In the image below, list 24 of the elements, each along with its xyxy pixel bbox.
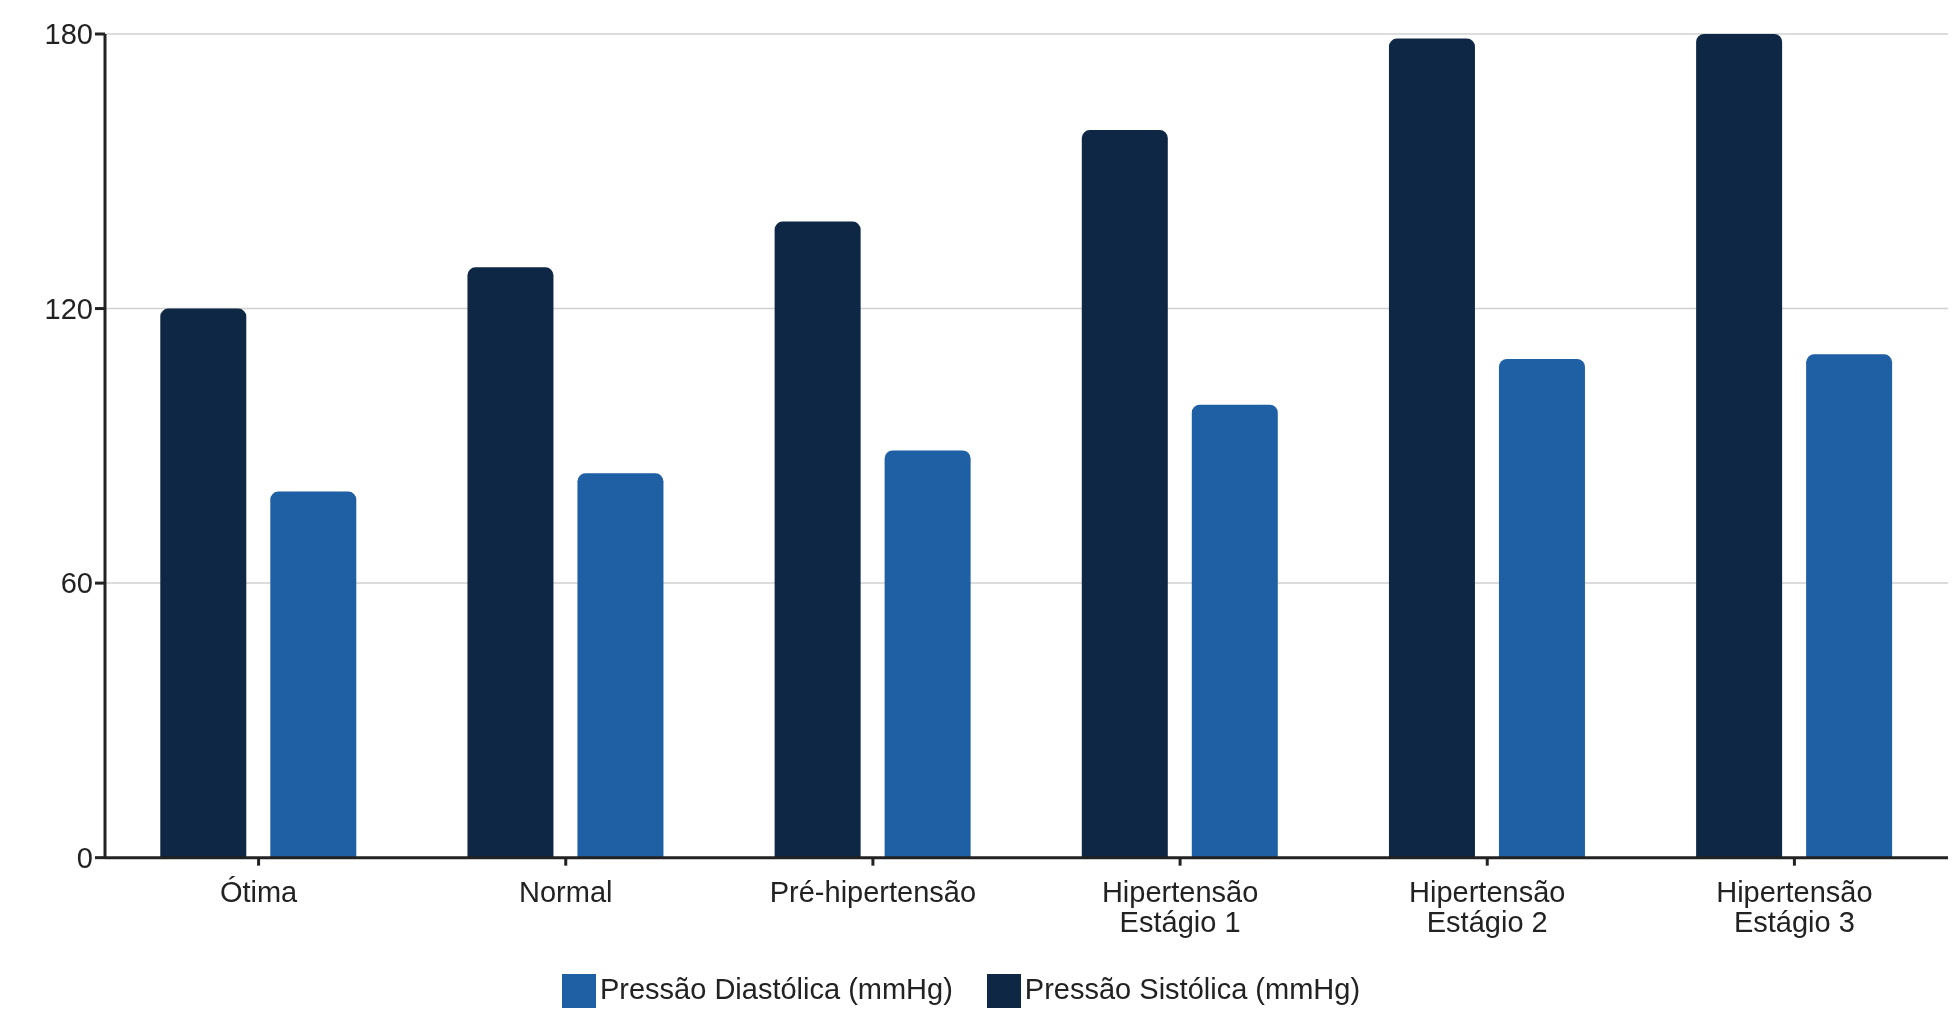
y-tick-label: 120 <box>44 292 93 325</box>
y-tick-label: 180 <box>44 18 93 51</box>
legend-label: Pressão Sistólica (mmHg) <box>1024 972 1361 1005</box>
bar <box>1696 34 1783 858</box>
bar <box>577 473 664 858</box>
x-tick-label: Pré-hipertensão <box>769 875 977 908</box>
legend-label: Pressão Diastólica (mmHg) <box>599 972 953 1005</box>
bar <box>1191 404 1278 858</box>
x-tick-label: Ótima <box>219 875 299 908</box>
bar <box>1498 358 1585 858</box>
bar <box>270 491 357 858</box>
x-tick-label: Hipertensão Estágio 3 <box>1716 875 1873 938</box>
bar <box>160 308 247 858</box>
bar <box>1388 38 1475 858</box>
bar <box>884 450 971 858</box>
bar <box>1081 130 1168 858</box>
y-tick-label: 60 <box>60 567 93 600</box>
x-tick-label: Normal <box>519 875 613 908</box>
bar <box>467 267 554 858</box>
bar <box>1806 354 1893 858</box>
x-tick-label: Hipertensão Estágio 1 <box>1101 875 1259 938</box>
bar <box>774 221 861 858</box>
x-tick-label: Hipertensão Estágio 2 <box>1409 875 1566 938</box>
y-tick-label: 0 <box>76 841 93 874</box>
